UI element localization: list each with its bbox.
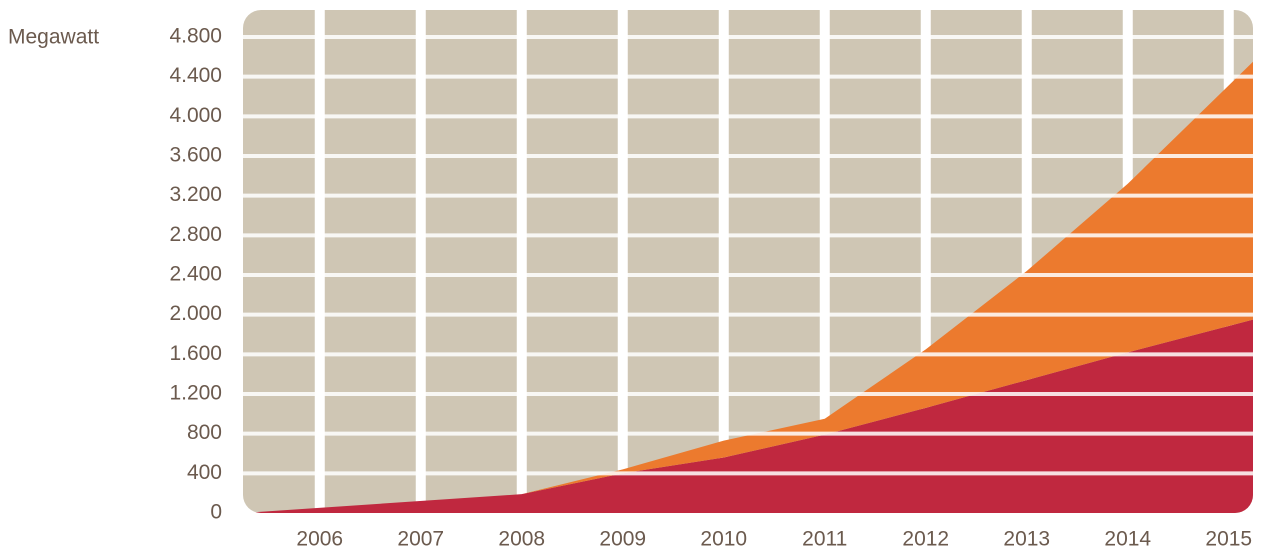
y-tick-label: 3.200 <box>169 183 222 206</box>
area <box>243 319 1253 513</box>
y-tick-label: 2.800 <box>169 223 222 246</box>
x-tick-label: 2015 <box>1205 528 1252 551</box>
y-tick-label: 2.000 <box>169 302 222 325</box>
y-tick-label: 4.800 <box>169 25 222 48</box>
x-tick-label: 2011 <box>802 528 847 551</box>
plot-area <box>243 10 1253 513</box>
y-tick-label: 4.400 <box>169 64 222 87</box>
x-tick-label: 2008 <box>498 528 545 551</box>
y-tick-label: 0 <box>210 501 222 524</box>
y-tick-label: 4.000 <box>169 104 222 127</box>
x-tick-label: 2010 <box>700 528 747 551</box>
x-tick-label: 2009 <box>599 528 646 551</box>
y-tick-label: 2.400 <box>169 263 222 286</box>
x-tick-label: 2006 <box>296 528 343 551</box>
x-tick-label: 2013 <box>1003 528 1050 551</box>
y-axis-label: Megawatt <box>8 26 99 49</box>
x-tick-label: 2014 <box>1104 528 1151 551</box>
area <box>243 61 1253 513</box>
y-tick-label: 800 <box>187 421 222 444</box>
x-tick-label: 2007 <box>397 528 444 551</box>
y-tick-label: 1.600 <box>169 342 222 365</box>
y-tick-label: 400 <box>187 461 222 484</box>
y-tick-label: 1.200 <box>169 382 222 405</box>
y-tick-label: 3.600 <box>169 144 222 167</box>
x-tick-label: 2012 <box>902 528 949 551</box>
